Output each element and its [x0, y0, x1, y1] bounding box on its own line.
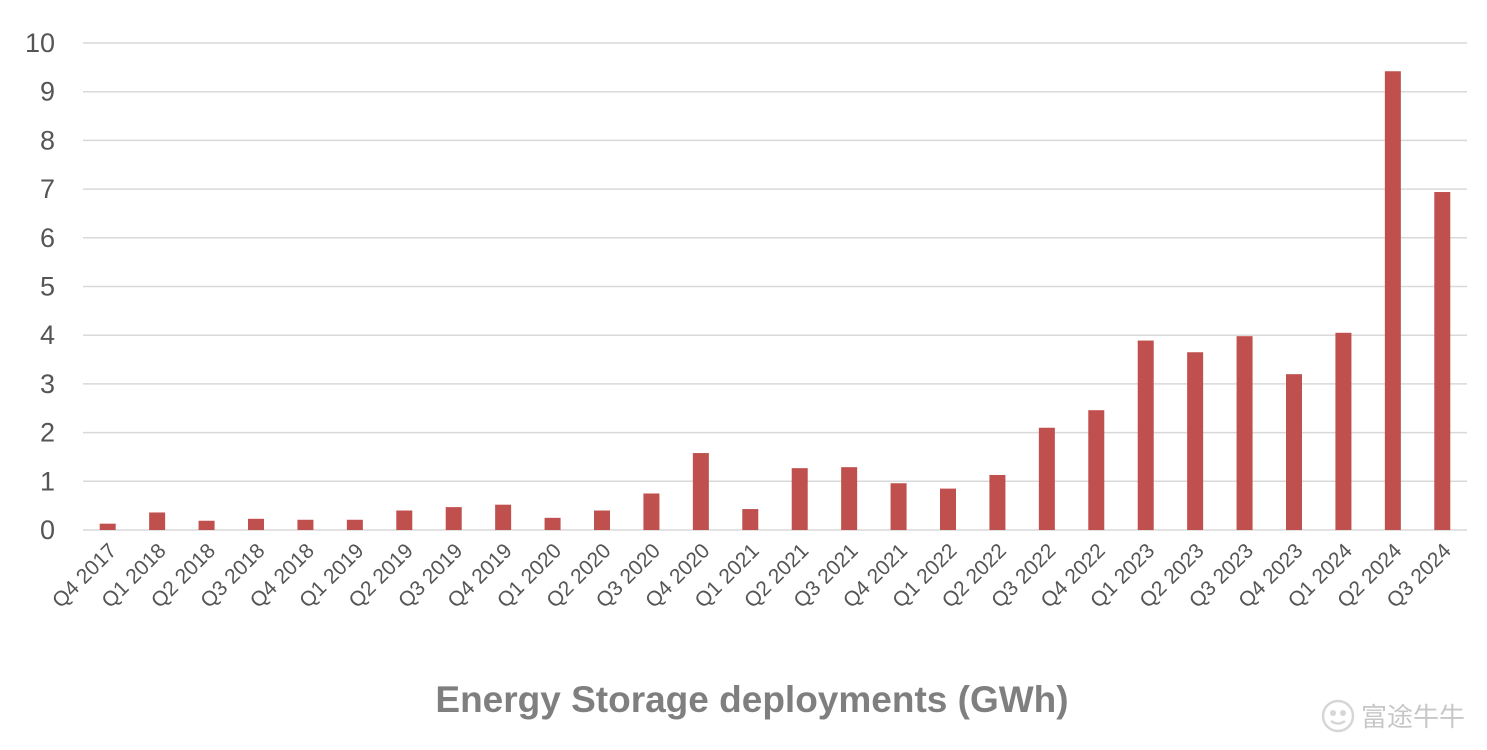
y-tick-label: 7 [40, 174, 55, 204]
bar [198, 520, 215, 530]
bars [99, 71, 1451, 530]
x-axis-label: Energy Storage deployments (GWh) [435, 679, 1068, 720]
bar [248, 518, 264, 530]
bar [1137, 340, 1154, 530]
y-axis-ticks: 0 1 2 3 4 5 6 7 8 9 10 [25, 28, 55, 545]
bar [297, 519, 314, 530]
watermark-text: 富途牛牛 [1360, 703, 1465, 733]
bar [495, 504, 512, 530]
y-tick-label: 2 [40, 418, 55, 448]
bar [1038, 427, 1055, 530]
bar [1384, 71, 1401, 530]
bar [544, 517, 561, 530]
y-tick-label: 5 [40, 272, 55, 302]
bar [149, 512, 166, 530]
bar [1434, 192, 1451, 530]
bar [445, 507, 462, 530]
y-tick-label: 8 [40, 125, 55, 155]
y-tick-label: 0 [40, 515, 55, 545]
bar [99, 523, 116, 530]
bar [989, 474, 1006, 530]
bar [346, 519, 363, 530]
y-tick-label: 6 [40, 223, 55, 253]
futu-logo-icon [1321, 699, 1355, 732]
bar [594, 510, 610, 530]
bar [791, 468, 808, 530]
watermark: 富途牛牛 [1321, 697, 1465, 734]
bar [692, 453, 709, 530]
y-tick-label: 1 [40, 466, 55, 496]
bar [1187, 352, 1204, 530]
bar [396, 510, 413, 530]
bar [841, 467, 858, 530]
bar [1236, 336, 1253, 530]
gridlines [83, 42, 1467, 531]
bar [643, 493, 660, 530]
y-tick-label: 10 [25, 28, 55, 58]
y-tick-label: 3 [40, 369, 55, 399]
bar [1088, 410, 1105, 530]
bar [890, 483, 907, 530]
bar [742, 509, 759, 530]
y-tick-label: 4 [40, 320, 55, 350]
bar [940, 488, 956, 530]
y-tick-label: 9 [40, 77, 55, 107]
bar [1335, 332, 1352, 530]
bar [1286, 374, 1302, 530]
